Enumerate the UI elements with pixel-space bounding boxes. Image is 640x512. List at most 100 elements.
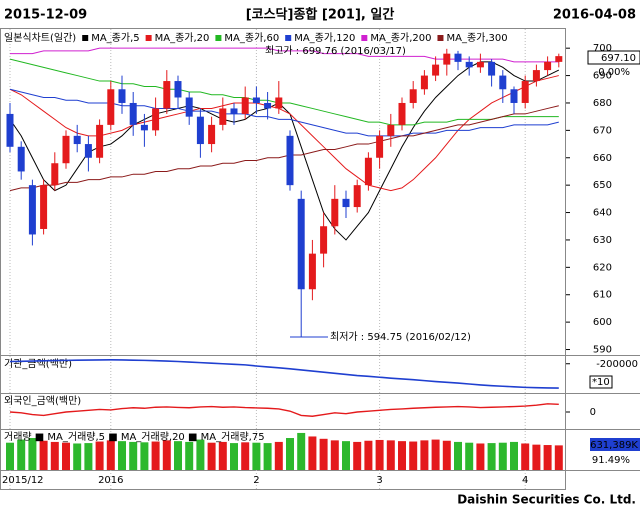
candle-body — [342, 198, 350, 208]
volume-bar — [6, 442, 14, 470]
panel-label: 거래량 ■ MA_거래량,5 ■ MA_거래량,20 ■ MA_거래량,75 — [4, 431, 265, 443]
end-date: 2016-04-08 — [553, 8, 636, 23]
volume-bar — [521, 443, 530, 470]
candle-body — [476, 61, 484, 68]
volume-bar — [28, 438, 37, 470]
legend-swatch — [437, 35, 444, 41]
candle-body — [510, 89, 518, 103]
chart-title: [코스닥]종합 [201], 일간 — [246, 7, 395, 23]
legend-label: MA_종가,120 — [294, 32, 355, 44]
candle-body — [196, 116, 204, 145]
y-tick-label: 670 — [593, 125, 612, 136]
candle-body — [286, 135, 294, 186]
candle-body — [364, 157, 372, 186]
candle-body — [499, 75, 507, 90]
volume-bar — [129, 441, 138, 470]
ma-line — [9, 88, 559, 137]
volume-bar — [510, 441, 518, 470]
candle-body — [443, 53, 451, 65]
x-tick-label: 4 — [522, 475, 528, 486]
candle-body — [62, 135, 70, 164]
volume-bar — [543, 445, 552, 470]
volume-bar — [230, 443, 238, 470]
y-tick-label: 620 — [593, 262, 612, 273]
candle-body — [107, 89, 115, 125]
candle-body — [208, 124, 216, 145]
volume-bar — [73, 443, 82, 470]
volume-bar — [162, 440, 171, 470]
legend-label: MA_종가,20 — [155, 32, 210, 44]
volume-bar — [297, 432, 306, 470]
candle-body — [353, 185, 361, 208]
ma-line — [10, 47, 559, 63]
volume-bar — [342, 441, 350, 470]
candle-body — [264, 102, 272, 109]
legend-swatch — [145, 35, 152, 41]
x-tick-label: 2015/12 — [2, 475, 44, 486]
volume-bar — [375, 439, 384, 470]
legend-label: MA_종가,60 — [224, 32, 279, 44]
volume-bar — [398, 441, 406, 470]
legend-label: 일본식차트(일간) — [4, 32, 76, 44]
legend-label: MA_종가,5 — [91, 32, 139, 44]
y-tick-label: 690 — [593, 71, 612, 82]
legend-swatch — [215, 35, 222, 41]
volume-bar — [532, 444, 541, 470]
volume-last: 631,389K — [590, 440, 638, 451]
y-tick-label: 600 — [593, 317, 612, 328]
last-price-box — [587, 50, 640, 65]
volume-bar — [386, 440, 395, 470]
volume-bar — [252, 442, 261, 470]
y-tick-label: 630 — [593, 235, 612, 246]
legend-swatch — [285, 35, 292, 41]
legend-swatch — [361, 35, 368, 41]
volume-bar — [330, 440, 339, 470]
change-label: 0.00% — [598, 67, 630, 78]
y-tick-label: 0 — [590, 407, 596, 418]
candle-body — [331, 198, 339, 227]
candle-body — [252, 97, 260, 103]
candle-body — [521, 81, 529, 103]
candle-body — [454, 53, 462, 62]
volume-bar — [196, 439, 205, 470]
candle-body — [376, 135, 384, 158]
candle-body — [420, 75, 428, 90]
volume-bar — [319, 438, 328, 470]
x-tick-label: 3 — [376, 475, 382, 486]
candle-body — [28, 185, 36, 235]
candle-body — [555, 56, 563, 62]
candle-body — [241, 97, 249, 114]
volume-bar — [140, 442, 149, 470]
low-note: 최저가 : 594.75 (2016/02/12) — [330, 331, 471, 343]
volume-bar — [431, 439, 440, 470]
ma-line — [9, 58, 559, 126]
legend-swatch — [82, 35, 89, 41]
candle-body — [219, 108, 227, 125]
candle-body — [163, 81, 171, 109]
volume-bar — [207, 442, 216, 470]
candle-body — [84, 144, 92, 158]
candle-body — [465, 61, 473, 68]
volume-bar — [286, 438, 294, 470]
volume-bar — [106, 440, 115, 470]
candle-body — [51, 163, 59, 186]
volume-bar — [476, 443, 485, 470]
legend-label: MA_종가,200 — [370, 32, 431, 44]
y-tick-label: 680 — [593, 98, 612, 109]
y-tick-label: 610 — [593, 290, 612, 301]
candle-body — [185, 97, 193, 117]
volume-bar — [364, 440, 373, 470]
footer: Daishin Securities Co. Ltd. — [457, 493, 636, 507]
volume-ratio: 91.49% — [592, 455, 630, 466]
scale-box — [589, 375, 613, 389]
candle-body — [297, 198, 305, 290]
plot-frame — [0, 28, 566, 490]
foreign-line — [9, 403, 559, 417]
last-price: 697.10 — [601, 53, 636, 64]
volume-bar — [62, 442, 70, 470]
volume-bar — [454, 441, 462, 470]
x-tick-label: 2 — [253, 475, 259, 486]
candle-body — [6, 113, 14, 147]
